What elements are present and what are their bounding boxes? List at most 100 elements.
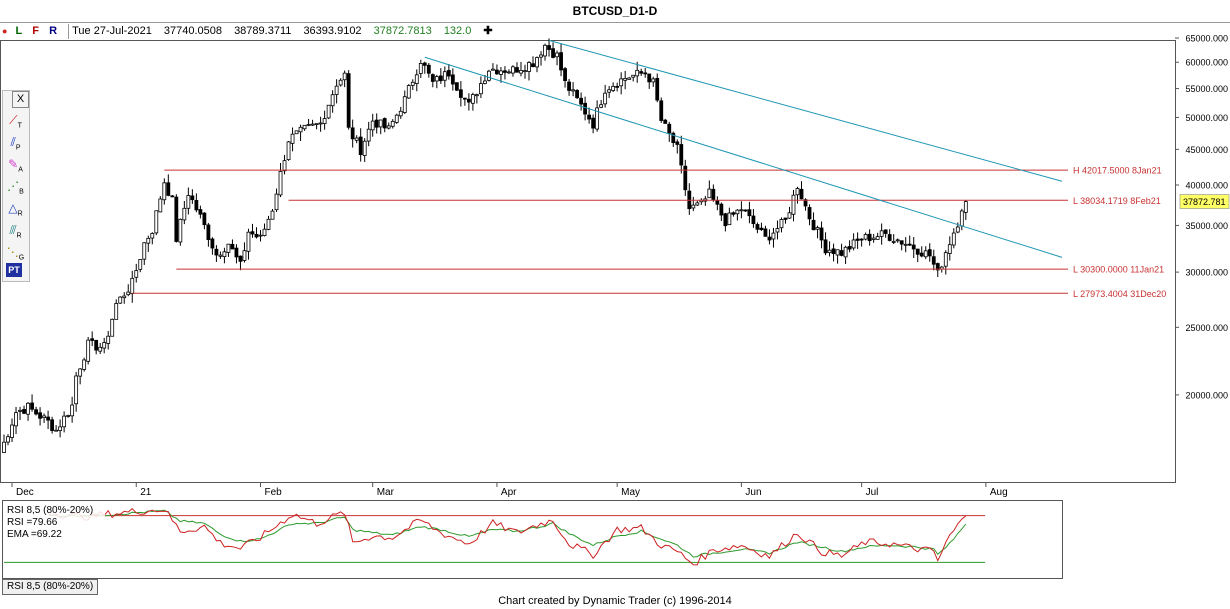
candle-body: [575, 90, 579, 99]
chart-title: BTCUSD_D1-D: [572, 4, 658, 18]
trendline-icon[interactable]: ⟋T: [9, 113, 22, 130]
y-tick-label: 45000.000: [1185, 145, 1228, 155]
candle-body: [422, 62, 427, 66]
candle-body: [102, 342, 107, 349]
andrews-pitchfork-icon[interactable]: ✎A: [8, 157, 23, 174]
candle-body: [238, 255, 243, 262]
x-tick-label: Feb: [264, 487, 282, 498]
candle-body: [438, 75, 443, 82]
red-dot-icon[interactable]: ●: [2, 26, 8, 36]
ratio-icon[interactable]: △R: [8, 201, 23, 218]
rsi-legend-bg: [5, 503, 105, 541]
candle-body: [775, 228, 780, 233]
candle-body: [859, 238, 864, 241]
candle-body: [951, 232, 956, 246]
candle-body: [675, 141, 680, 145]
candle-body: [454, 82, 459, 91]
candle-body: [791, 194, 796, 215]
retracement-icon[interactable]: ⫻R: [9, 223, 22, 240]
candle-body: [430, 74, 435, 82]
candle-body: [310, 123, 315, 126]
x-tick-label: Aug: [990, 487, 1008, 498]
y-tick-label: 25000.000: [1185, 323, 1228, 333]
indicator-tab[interactable]: RSI 8,5 (80%-20%): [2, 579, 99, 595]
toggle-r-button[interactable]: R: [49, 25, 58, 37]
candle-body: [354, 137, 359, 141]
candle-body: [735, 209, 740, 215]
candle-body: [402, 96, 407, 113]
bars-icon[interactable]: ⋰B: [7, 179, 24, 196]
rsi-series-line: [47, 508, 967, 566]
candle-body: [595, 107, 600, 130]
candle-body: [250, 231, 255, 235]
candle-body: [743, 209, 748, 212]
gann-icon[interactable]: ⋱G: [6, 245, 25, 262]
candle-body: [190, 195, 195, 201]
candle-body: [915, 248, 920, 255]
x-tick-label: Apr: [501, 487, 517, 498]
candle-body: [827, 249, 832, 253]
candle-body: [290, 133, 295, 144]
candle-body: [306, 124, 311, 126]
toggle-l-button[interactable]: L: [15, 25, 23, 37]
candle-body: [318, 122, 323, 125]
candle-body: [479, 83, 483, 95]
candle-body: [46, 416, 50, 421]
candle-body: [186, 195, 191, 209]
candle-body: [142, 242, 147, 260]
candle-body: [807, 207, 812, 220]
candle-body: [739, 209, 744, 212]
candle-body: [118, 296, 123, 304]
candle-body: [406, 85, 411, 99]
candle-body: [246, 231, 251, 252]
candle-body: [374, 119, 379, 128]
candle-body: [507, 71, 511, 74]
candle-body: [703, 198, 708, 202]
candle-body: [511, 66, 515, 74]
candle-body: [410, 81, 415, 86]
candle-body: [110, 318, 115, 337]
candle-body: [751, 215, 756, 225]
candle-body: [647, 73, 652, 83]
candle-body: [338, 79, 343, 86]
candle-body: [50, 419, 54, 431]
candle-body: [547, 45, 551, 50]
ohlc-info-bar: ● L F R Tue 27-Jul-2021 37740.0508 38789…: [2, 24, 493, 39]
candle-body: [867, 233, 872, 242]
candle-body: [627, 77, 632, 80]
y-tick-label: 20000.000: [1185, 390, 1228, 400]
plus-icon[interactable]: ✚: [483, 25, 493, 37]
candle-body: [723, 213, 728, 227]
candle-body: [523, 70, 527, 73]
candle-body: [18, 409, 22, 412]
candle-body: [362, 140, 367, 156]
toolbox-close-icon[interactable]: X: [12, 91, 29, 108]
candle-body: [14, 412, 18, 427]
price-time-icon[interactable]: PT: [6, 263, 22, 277]
y-tick-label: 60000.000: [1185, 58, 1228, 68]
candle-body: [42, 415, 46, 419]
y-tick-label: 55000.000: [1185, 84, 1228, 94]
candle-body: [98, 346, 103, 352]
candle-body: [883, 229, 888, 234]
candle-body: [907, 243, 912, 246]
candle-body: [711, 188, 716, 200]
x-tick-label: Jun: [745, 487, 761, 498]
candle-body: [30, 402, 34, 410]
candle-body: [442, 71, 447, 81]
candle-body: [138, 259, 143, 270]
x-tick-label: Mar: [377, 487, 395, 498]
candle-body: [563, 68, 567, 82]
candle-body: [34, 409, 38, 415]
candle-body: [386, 125, 391, 129]
ema-legend-value: EMA =69.22: [7, 529, 62, 540]
candle-body: [619, 78, 624, 87]
candle-body: [939, 266, 944, 270]
candle-body: [483, 80, 487, 84]
candle-body: [330, 94, 335, 107]
parallel-lines-icon[interactable]: ⫽P: [10, 135, 21, 152]
toggle-f-button[interactable]: F: [32, 25, 40, 37]
candle-body: [174, 196, 179, 242]
candle-body: [771, 232, 776, 240]
